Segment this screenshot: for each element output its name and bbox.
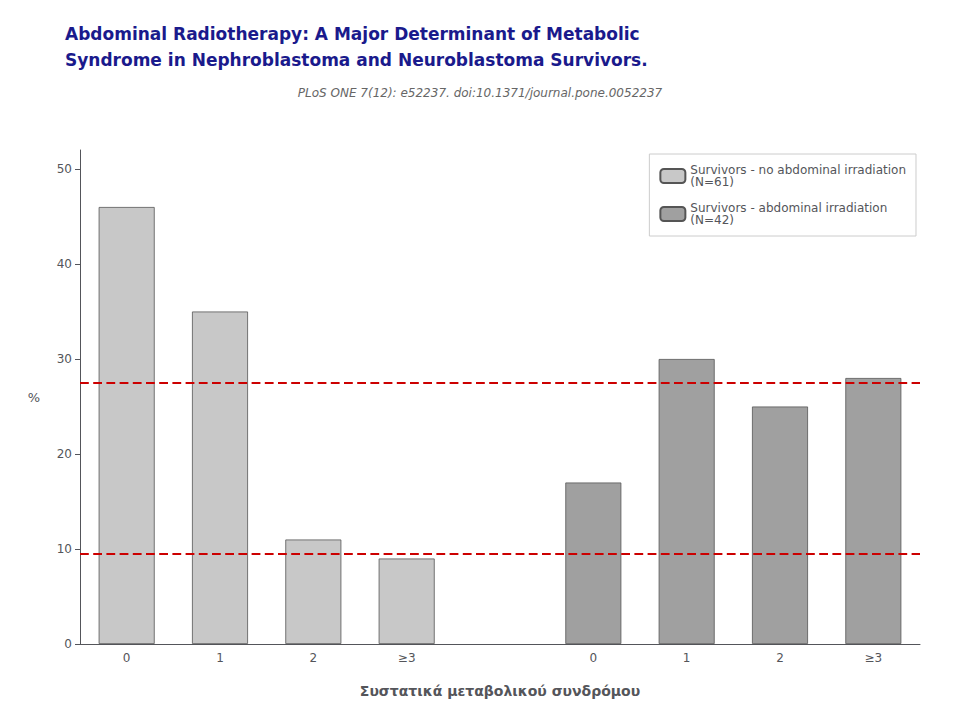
svg-text:(N=61): (N=61) [690, 175, 734, 189]
svg-text:(N=42): (N=42) [690, 213, 734, 227]
svg-text:50: 50 [57, 162, 72, 176]
svg-text:2: 2 [310, 651, 318, 665]
svg-text:≥3: ≥3 [398, 651, 416, 665]
svg-text:20: 20 [57, 447, 72, 461]
svg-text:PLoS ONE 7(12): e52237. doi:10: PLoS ONE 7(12): e52237. doi:10.1371/jour… [298, 86, 663, 100]
svg-text:30: 30 [57, 352, 72, 366]
svg-text:Συστατικά μεταβολικού συνδρόμο: Συστατικά μεταβολικού συνδρόμου [360, 683, 640, 699]
svg-text:Survivors - abdominal irradiat: Survivors - abdominal irradiation [690, 201, 888, 215]
svg-text:0: 0 [123, 651, 131, 665]
svg-text:0: 0 [64, 637, 72, 651]
svg-text:Abdominal Radiotherapy: A Majo: Abdominal Radiotherapy: A Major Determin… [65, 24, 640, 44]
svg-text:1: 1 [683, 651, 691, 665]
svg-text:2: 2 [776, 651, 784, 665]
svg-text:0: 0 [590, 651, 598, 665]
svg-text:Syndrome in Nephroblastoma and: Syndrome in Nephroblastoma and Neuroblas… [65, 50, 648, 70]
svg-text:10: 10 [57, 542, 72, 556]
svg-text:40: 40 [57, 257, 72, 271]
svg-text:≥3: ≥3 [864, 651, 882, 665]
svg-text:%: % [28, 390, 40, 405]
svg-text:1: 1 [216, 651, 224, 665]
svg-text:Survivors - no abdominal irrad: Survivors - no abdominal irradiation [690, 163, 906, 177]
